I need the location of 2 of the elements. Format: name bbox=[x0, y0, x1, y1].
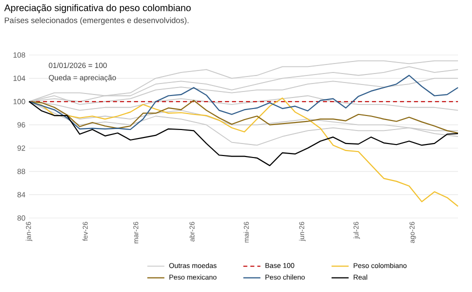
chart-subtitle: Países selecionados (emergentes e desenvolvidos). bbox=[4, 17, 188, 25]
chart-title: Apreciação significativa do peso colombiano bbox=[4, 4, 191, 14]
